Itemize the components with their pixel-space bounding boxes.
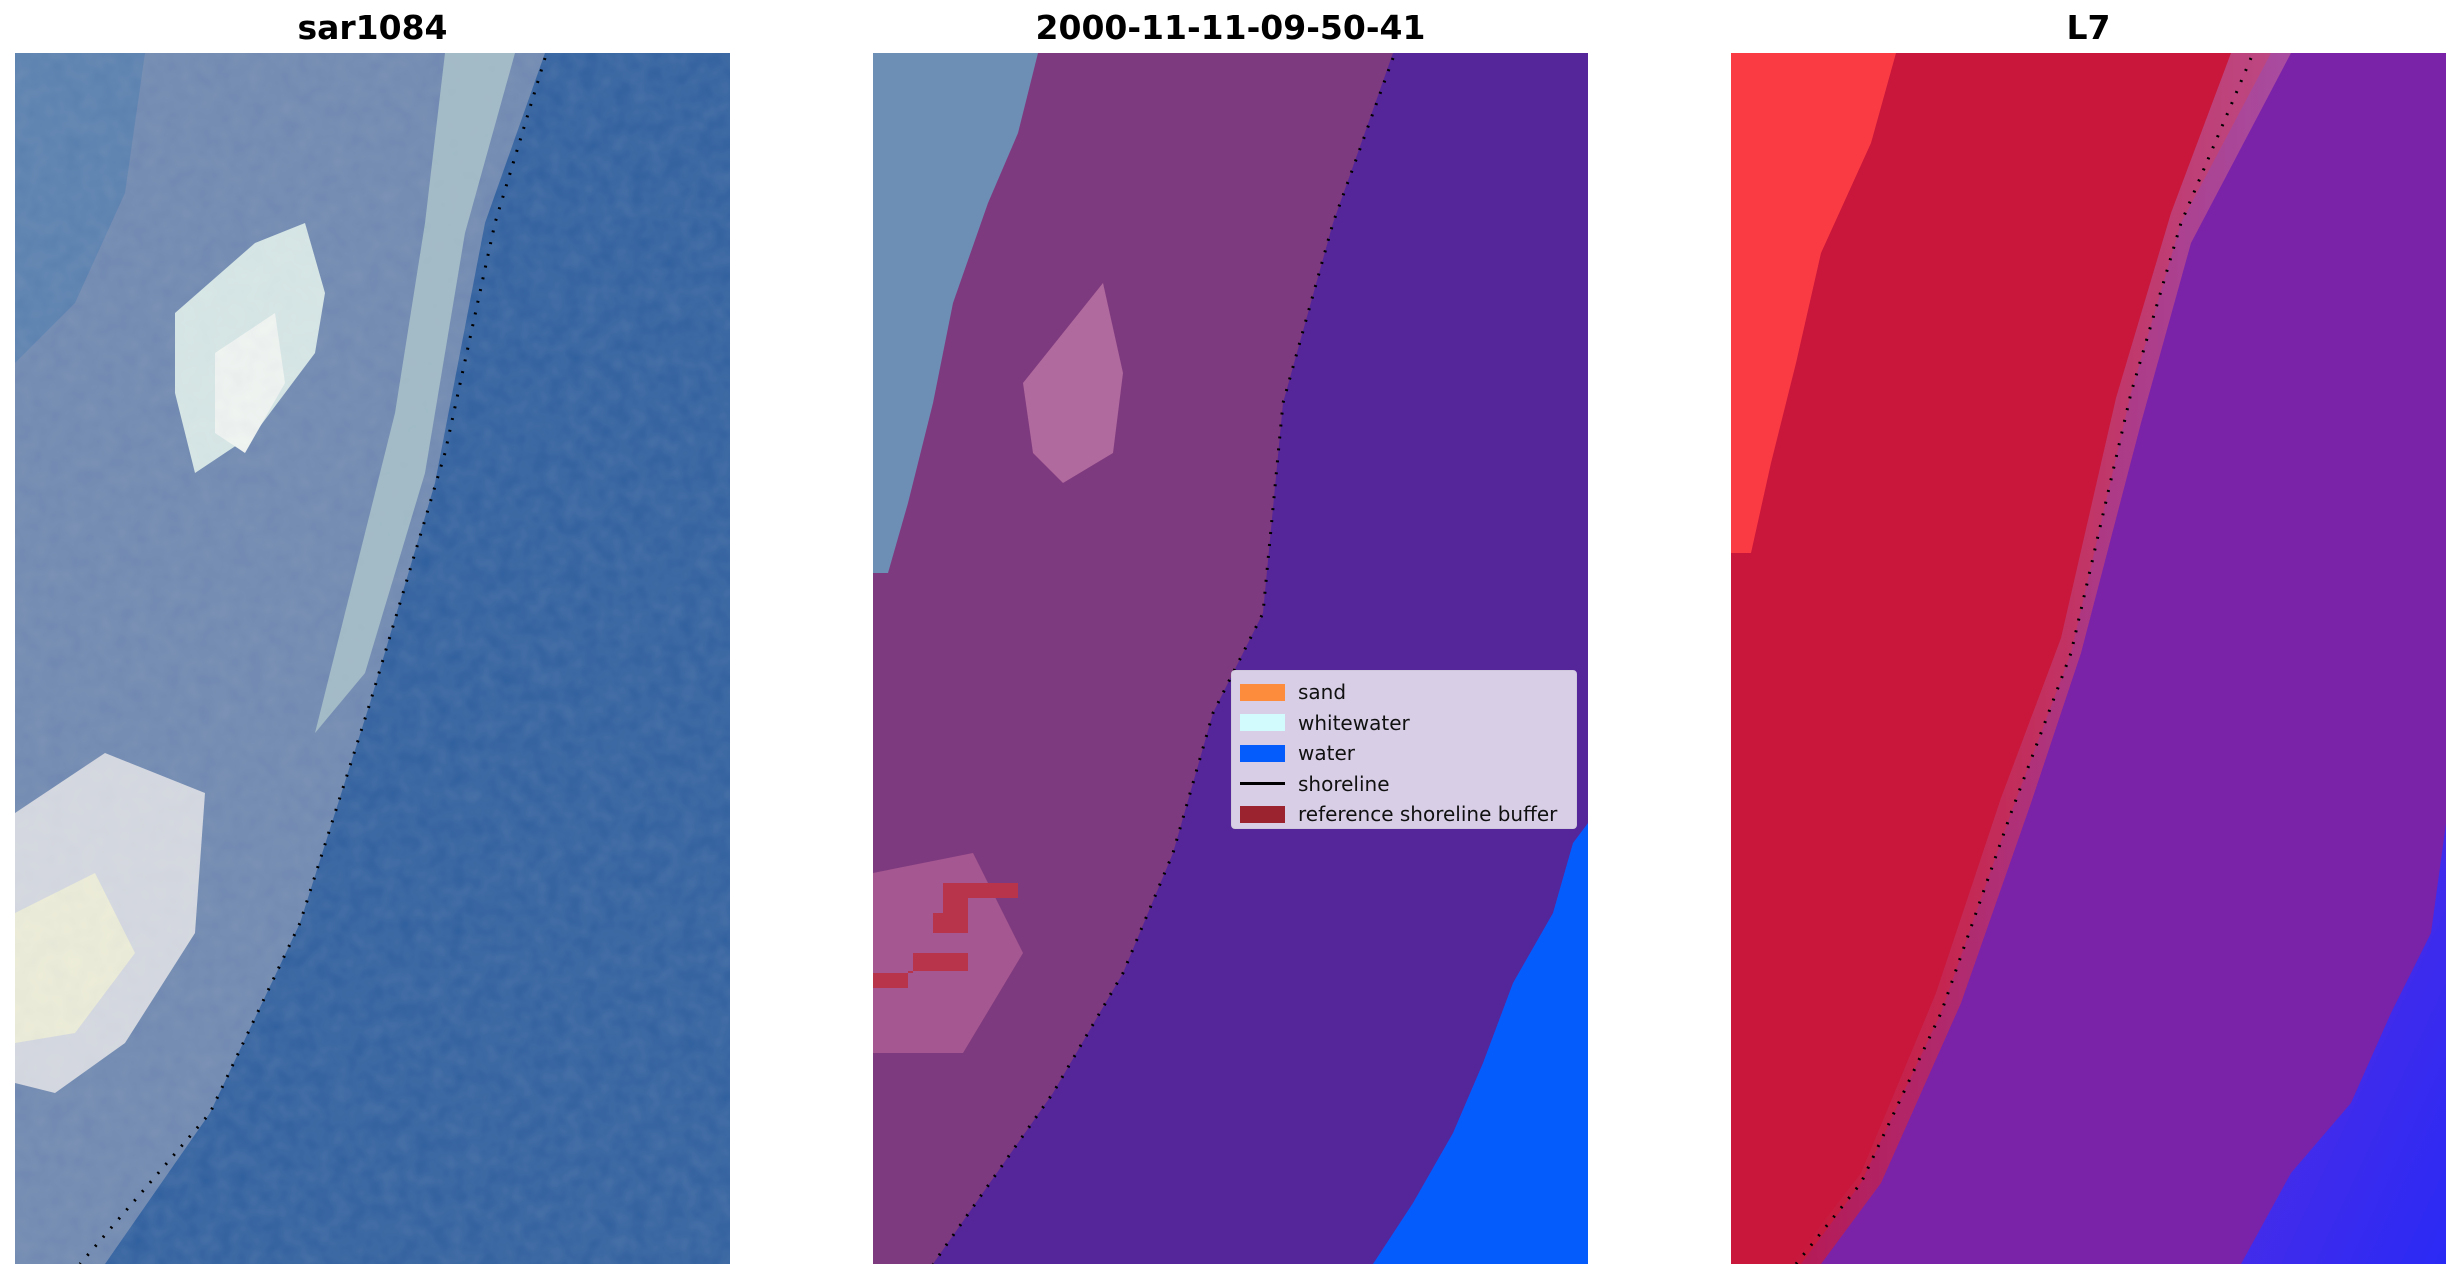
reference-shoreline-buffer [873,883,1018,988]
classified-bright-land [1023,283,1123,483]
classified-image-panel [873,53,1588,1264]
index-deep-water [2241,823,2446,1264]
panel-title-classified: 2000-11-11-09-50-41 [1035,8,1426,47]
legend-patch-reference-buffer [1240,805,1285,823]
legend-label: reference shoreline buffer [1298,802,1558,827]
legend-label: shoreline [1298,771,1390,796]
rgb-image-panel [15,53,730,1264]
legend-label: whitewater [1298,710,1410,735]
classified-water [1373,823,1588,1264]
shoreline-dotted [931,57,1395,1264]
legend-item-reference-buffer: reference shoreline buffer [1232,799,1576,830]
rgb-texture [15,53,730,1264]
legend-item-whitewater: whitewater [1232,708,1576,739]
classified-unmasked-area [873,53,1038,573]
rgb-image [15,53,730,1264]
legend-patch-whitewater [1240,714,1285,732]
legend-label: sand [1298,680,1347,705]
legend-patch-water [1240,744,1285,762]
shoreline-dotted [1794,57,2253,1264]
legend-label: water [1298,741,1355,766]
index-image [1731,53,2446,1264]
legend: sand whitewater water shoreline referenc… [1231,670,1577,829]
legend-line-shoreline [1240,782,1285,786]
legend-patch-sand [1240,683,1285,701]
panel-title-rgb: sar1084 [297,8,448,47]
index-land-bright [1731,53,1896,553]
legend-item-water: water [1232,738,1576,769]
legend-item-shoreline: shoreline [1232,769,1576,800]
classified-image [873,53,1588,1264]
legend-item-sand: sand [1232,677,1576,708]
panel-title-index: L7 [2066,8,2111,47]
index-image-panel [1731,53,2446,1264]
